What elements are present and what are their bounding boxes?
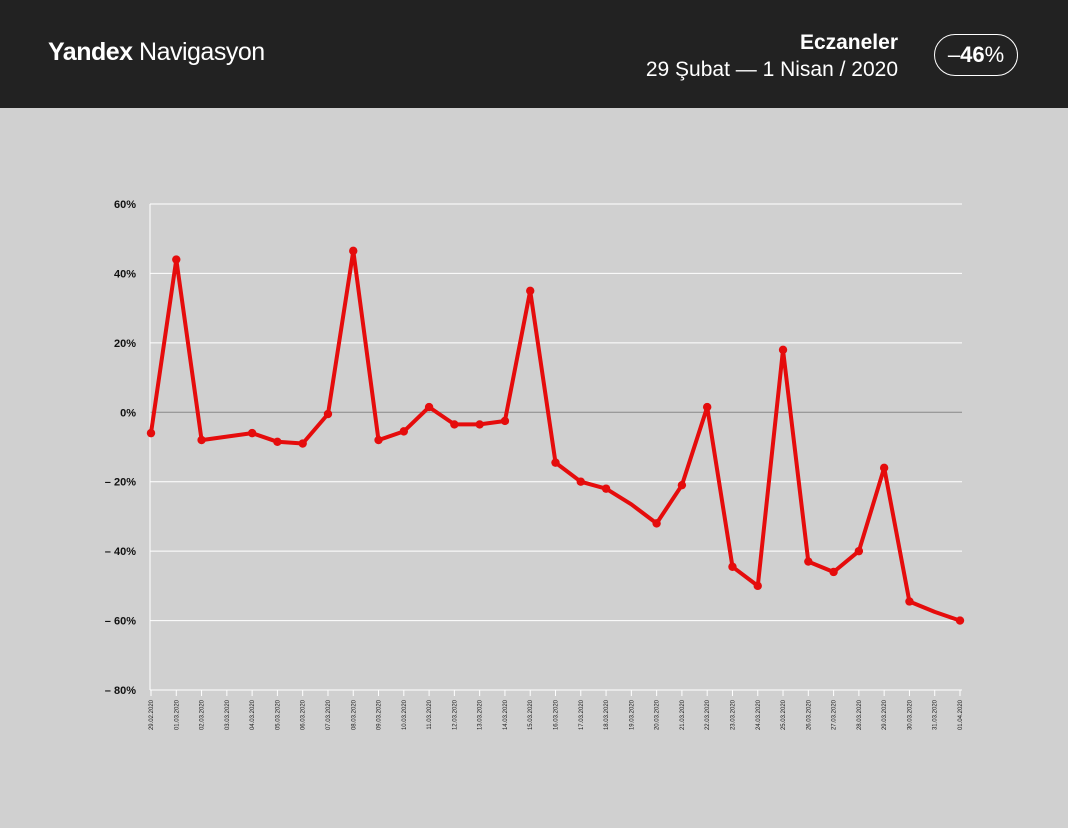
x-tick-label: 03.03.2020 [225, 699, 231, 730]
y-tick-label: 60% [114, 199, 136, 211]
x-tick-label: 05.03.2020 [275, 699, 281, 730]
x-tick-label: 27.03.2020 [832, 699, 838, 730]
header-titles: Eczaneler 29 Şubat — 1 Nisan / 2020 [646, 30, 898, 84]
data-point [753, 581, 762, 591]
x-tick-label: 08.03.2020 [351, 699, 357, 730]
data-point [702, 402, 712, 412]
x-tick-label: 04.03.2020 [250, 699, 256, 730]
x-tick-label: 29.02.2020 [149, 699, 155, 730]
x-tick-label: 11.03.2020 [427, 699, 433, 729]
data-point [298, 439, 307, 448]
y-tick-label: 20% [114, 338, 136, 350]
x-tick-label: 10.03.2020 [402, 699, 408, 730]
data-point [905, 597, 914, 606]
x-tick-label: 12.03.2020 [452, 699, 458, 730]
brand-logo: Yandex Navigasyon [48, 38, 265, 67]
data-point [349, 246, 358, 256]
x-tick-label: 29.03.2020 [882, 699, 888, 730]
y-tick-label: 0% [120, 407, 136, 419]
data-point [450, 420, 459, 429]
data-point [273, 437, 282, 446]
data-point [778, 345, 788, 354]
data-point [804, 557, 813, 566]
series-line [149, 248, 962, 623]
x-tick-label: 31.03.2020 [933, 699, 939, 730]
data-point [500, 416, 510, 426]
data-point [247, 428, 257, 438]
badge-percent: % [984, 42, 1005, 67]
x-tick-label: 06.03.2020 [301, 699, 307, 730]
x-tick-label: 13.03.2020 [478, 699, 484, 730]
data-point [601, 484, 611, 493]
y-tick-label: – 80% [105, 685, 136, 697]
x-tick-label: 23.03.2020 [730, 699, 736, 730]
page-title: Eczaneler [799, 31, 898, 54]
x-tick-label: 25.03.2020 [781, 699, 787, 730]
y-tick-label: – 60% [105, 616, 136, 628]
data-point [879, 463, 889, 473]
data-point [728, 562, 737, 571]
x-tick-label: 19.03.2020 [629, 699, 635, 730]
x-tick-label: 24.03.2020 [756, 699, 762, 730]
data-point [854, 546, 864, 556]
x-tick-label: 22.03.2020 [705, 699, 711, 730]
data-point [475, 420, 484, 429]
x-tick-label: 17.03.2020 [579, 699, 585, 730]
badge-value: 46 [960, 42, 985, 67]
x-tick-label: 28.03.2020 [857, 699, 863, 730]
data-point [399, 427, 409, 436]
data-point [146, 428, 156, 438]
change-badge: –46% [934, 34, 1018, 76]
data-point [374, 435, 383, 445]
data-point [526, 286, 535, 295]
x-tick-label: 30.03.2020 [907, 699, 913, 730]
x-tick-label: 09.03.2020 [377, 699, 383, 730]
data-point [677, 480, 687, 490]
x-tick-label: 26.03.2020 [806, 699, 812, 730]
y-tick-label: – 40% [105, 546, 136, 558]
x-tick-label: 21.03.2020 [680, 699, 686, 730]
x-tick-label: 14.03.2020 [503, 699, 509, 730]
line-chart: 60% 40% 20% 0% – 20% – 40% – 60% – 80% 29.02.202… [105, 199, 965, 730]
badge-sign: – [947, 42, 961, 67]
x-tick-label: 07.03.2020 [326, 699, 332, 730]
x-tick-label: 20.03.2020 [655, 699, 661, 730]
x-tick-label: 02.03.2020 [200, 699, 206, 730]
x-tick-label: 01.03.2020 [174, 699, 180, 730]
brand-name: Yandex [48, 38, 133, 66]
data-point [829, 567, 838, 577]
y-tick-label: – 20% [105, 477, 136, 489]
data-point [172, 255, 181, 264]
data-point [424, 402, 434, 412]
y-tick-label: 40% [114, 268, 136, 280]
data-point [955, 616, 965, 625]
x-tick-label: 18.03.2020 [604, 699, 610, 730]
date-range: 29 Şubat — 1 Nisan / 2020 [645, 58, 898, 81]
data-point [652, 519, 661, 528]
data-point [551, 458, 560, 467]
data-point [323, 409, 333, 419]
data-point [576, 477, 585, 486]
data-point [197, 435, 206, 445]
x-tick-label: 01.04.2020 [958, 699, 964, 730]
x-tick-label: 15.03.2020 [528, 699, 534, 730]
header-bar: Yandex Navigasyon Eczaneler 29 Şubat — 1… [0, 0, 1068, 108]
x-tick-label: 16.03.2020 [554, 699, 560, 730]
brand-product: Navigasyon [139, 38, 265, 66]
